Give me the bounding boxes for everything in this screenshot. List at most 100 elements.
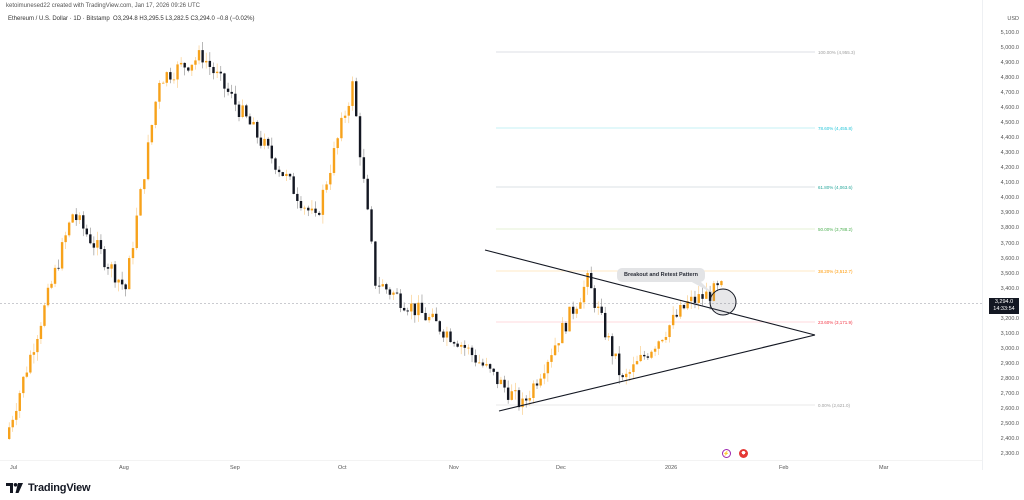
candle xyxy=(234,93,237,105)
candle xyxy=(557,343,560,346)
symbol-title[interactable]: Ethereum / U.S. Dollar · 1D · Bitstamp xyxy=(8,16,110,22)
candle xyxy=(307,207,310,211)
candle xyxy=(96,240,99,248)
candle xyxy=(106,267,110,269)
candle xyxy=(420,302,424,313)
candle xyxy=(679,304,682,317)
price-tick-label: 3,700.0 xyxy=(1000,240,1019,247)
tradingview-footer: TradingView xyxy=(6,482,91,494)
candle xyxy=(456,343,459,347)
candle xyxy=(120,279,124,285)
candle xyxy=(208,60,212,67)
candle xyxy=(597,306,600,308)
candle xyxy=(590,272,593,289)
candle xyxy=(664,337,668,340)
candle xyxy=(288,173,292,177)
candle xyxy=(374,241,377,286)
candle xyxy=(124,284,127,290)
candle xyxy=(716,283,719,286)
time-tick-label: Sep xyxy=(230,465,240,471)
candle xyxy=(248,116,252,125)
candle xyxy=(488,364,492,369)
price-tick-label: 5,100.0 xyxy=(1000,30,1019,36)
price-tick-label: 5,000.0 xyxy=(1000,45,1019,52)
candle xyxy=(388,289,392,295)
us-flag-economic-event-icon[interactable] xyxy=(739,449,748,458)
candle xyxy=(682,304,686,309)
candle xyxy=(675,314,678,317)
candle xyxy=(708,291,712,301)
fibonacci-retracement xyxy=(496,51,815,406)
candle xyxy=(190,64,194,71)
symbol-legend: Ethereum / U.S. Dollar · 1D · Bitstamp O… xyxy=(8,16,254,22)
svg-text:78.60% (4,455.8): 78.60% (4,455.8) xyxy=(818,126,853,131)
candle xyxy=(53,267,57,284)
candle xyxy=(410,303,413,312)
candle xyxy=(635,361,639,365)
price-tick-label: 3,400.0 xyxy=(1000,285,1019,292)
svg-text:23.60% (3,171.9): 23.60% (3,171.9) xyxy=(818,320,853,325)
candle xyxy=(197,50,201,61)
price-tick-label: 3,600.0 xyxy=(1000,255,1019,262)
candle xyxy=(431,313,434,317)
candle xyxy=(162,82,165,84)
candle xyxy=(528,397,532,401)
candle xyxy=(201,50,204,63)
candle xyxy=(492,368,495,372)
price-tick-label: 3,900.0 xyxy=(1000,210,1019,217)
candle xyxy=(621,375,624,378)
candle xyxy=(355,81,358,117)
candle xyxy=(657,341,660,349)
price-tick-label: 4,400.0 xyxy=(1000,135,1019,142)
candle xyxy=(135,215,138,249)
candle xyxy=(32,352,36,355)
candle xyxy=(340,117,343,139)
time-tick-label: Aug xyxy=(119,465,129,471)
candle xyxy=(643,354,646,357)
candle xyxy=(179,62,183,65)
candle xyxy=(29,354,32,373)
candle xyxy=(499,379,503,385)
svg-text:100.00% (4,955.3): 100.00% (4,955.3) xyxy=(818,50,856,55)
candle xyxy=(546,361,550,374)
candle xyxy=(575,308,578,314)
price-tick-label: 4,700.0 xyxy=(1000,90,1019,97)
candle xyxy=(50,283,53,288)
time-tick-label: 2026 xyxy=(665,465,678,471)
time-axis[interactable]: Jul Aug Sep Oct Nov Dec 2026 Feb Mar xyxy=(0,460,982,475)
candle xyxy=(292,176,295,194)
candle xyxy=(39,325,43,339)
price-tick-label: 2,700.0 xyxy=(1000,390,1019,397)
price-tick-label: 4,800.0 xyxy=(1000,75,1019,82)
brand-name: TradingView xyxy=(28,482,91,494)
candlesticks xyxy=(8,41,723,441)
candle xyxy=(11,419,14,428)
dividend-event-icon[interactable]: ⚡ xyxy=(722,449,731,458)
candle xyxy=(693,296,697,303)
candle xyxy=(43,305,46,326)
breakout-retest-callout[interactable]: Breakout and Retest Pattern xyxy=(617,268,705,282)
bar-countdown: 14:33:54 xyxy=(993,306,1015,312)
candle xyxy=(146,142,150,180)
candle xyxy=(321,189,325,215)
candle xyxy=(463,344,467,348)
candle xyxy=(85,228,88,235)
price-tick-label: 2,600.0 xyxy=(1000,405,1019,412)
price-axis[interactable]: USD 5,100.0 5,000.0 4,900.0 4,800.0 4,700.0 4… xyxy=(982,0,1024,470)
candle xyxy=(303,207,306,209)
candle xyxy=(223,73,226,89)
candle xyxy=(561,322,564,344)
candle xyxy=(496,371,499,385)
candle xyxy=(60,242,64,269)
candle xyxy=(18,393,21,411)
candle xyxy=(25,372,29,377)
candle xyxy=(205,60,208,63)
candle xyxy=(131,248,135,259)
candle xyxy=(165,72,168,83)
candle xyxy=(237,104,241,117)
price-tick-label: 4,500.0 xyxy=(1000,120,1019,127)
candle xyxy=(274,158,277,170)
candle xyxy=(226,88,230,92)
candle xyxy=(230,91,233,94)
